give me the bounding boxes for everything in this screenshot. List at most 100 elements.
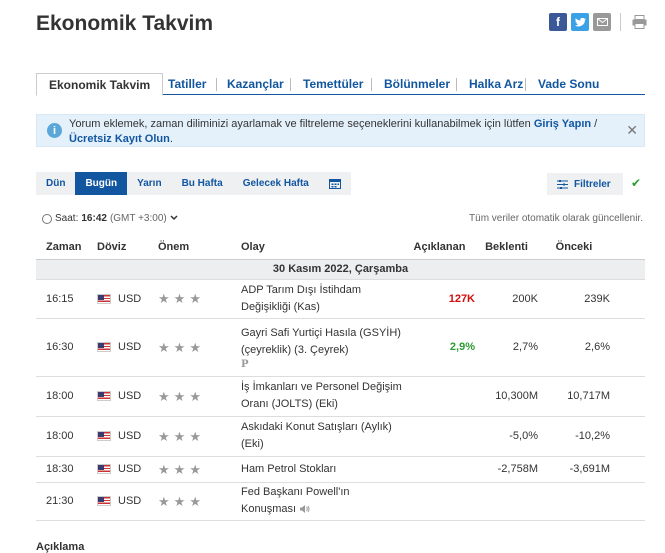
- time-cell: 16:15: [36, 279, 97, 319]
- clock-icon: [42, 213, 52, 224]
- header-currency: Döviz: [97, 235, 158, 260]
- tab-economic-calendar[interactable]: Ekonomik Takvim: [36, 73, 164, 96]
- event-link[interactable]: Gayri Safi Yurtiçi Hasıla (GSYİH) (çeyre…: [241, 326, 401, 356]
- chevron-down-icon[interactable]: [170, 213, 178, 224]
- tab-holidays[interactable]: Tatiller: [168, 77, 207, 91]
- star-icon: ★: [158, 461, 170, 477]
- login-link[interactable]: Giriş Yapın: [533, 118, 592, 130]
- tab-divider: [456, 78, 457, 91]
- star-icon: ★: [158, 388, 170, 404]
- header-time: Zaman: [36, 235, 97, 260]
- twitter-icon[interactable]: [571, 13, 589, 31]
- event-link[interactable]: Fed Başkanı Powell'ın Konuşması: [241, 486, 350, 515]
- currency-cell: USD: [118, 292, 142, 305]
- time-label: Saat:: [55, 213, 79, 224]
- header-importance: Önem: [158, 235, 241, 260]
- us-flag-icon: [97, 464, 111, 474]
- star-icon: ★: [158, 339, 170, 355]
- table-row[interactable]: 18:30 USD ★ ★ ★ Ham Petrol Stokları -2,758…: [36, 456, 645, 483]
- header-forecast: Beklenti: [475, 235, 538, 260]
- currency-cell: USD: [118, 390, 142, 402]
- filters-button[interactable]: Filtreler: [547, 173, 623, 195]
- us-flag-icon: [97, 293, 111, 304]
- table-row[interactable]: 18:00 USD ★ ★ ★ Askıdaki Konut Satışları (…: [36, 416, 645, 457]
- filter-icon: [557, 179, 568, 189]
- tab-dividends[interactable]: Temettüler: [303, 77, 364, 91]
- star-icon: ★: [189, 428, 201, 444]
- timezone-selector[interactable]: Saat: 16:42 (GMT +3:00): [42, 213, 178, 224]
- actual-cell: 2,9%: [404, 318, 475, 377]
- facebook-icon[interactable]: f: [549, 13, 567, 31]
- date-tab-yesterday[interactable]: Dün: [46, 178, 66, 189]
- currency-cell: USD: [118, 341, 142, 353]
- forecast-cell: [475, 482, 538, 521]
- star-icon: ★: [189, 493, 201, 509]
- star-icon: ★: [158, 291, 170, 306]
- notice-end: .: [169, 133, 173, 145]
- event-link[interactable]: İş İmkanları ve Personel Değişim Oranı (…: [241, 381, 402, 410]
- close-icon[interactable]: ✕: [626, 122, 638, 138]
- tab-expiration[interactable]: Vade Sonu: [538, 77, 600, 91]
- previous-cell: -3,691M: [538, 456, 645, 483]
- time-cell: 18:00: [36, 416, 97, 457]
- event-link[interactable]: Ham Petrol Stokları: [241, 462, 337, 475]
- table-header-row: Zaman Döviz Önem Olay Açıklanan Beklenti…: [36, 235, 645, 260]
- importance-stars: ★ ★ ★: [158, 341, 241, 354]
- table-row[interactable]: 16:15 USD ★ ★ ★ ADP Tarım Dışı İstihdam De…: [36, 279, 645, 319]
- auto-update-note: Tüm veriler otomatik olarak güncellenir.: [469, 213, 643, 224]
- currency-cell: USD: [118, 463, 142, 475]
- date-tab-today[interactable]: Bugün: [75, 172, 128, 195]
- actual-cell: [404, 376, 475, 417]
- tab-divider: [525, 78, 526, 91]
- date-tab-tomorrow[interactable]: Yarın: [137, 178, 162, 189]
- tab-divider: [216, 78, 217, 91]
- forecast-cell: 2,7%: [475, 318, 538, 377]
- table-row[interactable]: 16:30 USD ★ ★ ★ Gayri Safi Yurtiçi Hasıla …: [36, 318, 645, 377]
- table-row[interactable]: 18:00 USD ★ ★ ★ İş İmkanları ve Personel D…: [36, 376, 645, 417]
- star-icon: ★: [158, 493, 170, 509]
- forecast-cell: -5,0%: [475, 416, 538, 457]
- star-icon: ★: [158, 428, 170, 444]
- print-icon[interactable]: [630, 13, 648, 31]
- date-tab-next-week[interactable]: Gelecek Hafta: [242, 178, 309, 189]
- tab-splits[interactable]: Bölünmeler: [384, 77, 451, 91]
- email-icon[interactable]: [593, 13, 611, 31]
- table-row[interactable]: 21:30 USD ★ ★ ★ Fed Başkanı Powell'ın Konu…: [36, 482, 645, 521]
- time-cell: 21:30: [36, 482, 97, 521]
- filters-label: Filtreler: [574, 178, 611, 190]
- event-link[interactable]: Askıdaki Konut Satışları (Aylık) (Eki): [241, 421, 392, 450]
- star-icon: ★: [189, 339, 201, 355]
- notice-message: Yorum eklemek, zaman diliminizi ayarlama…: [69, 118, 534, 130]
- previous-cell: 10,717M: [538, 376, 645, 417]
- star-icon: ★: [173, 339, 186, 355]
- header-actual: Açıklanan: [404, 235, 475, 260]
- login-notice: i Yorum eklemek, zaman diliminizi ayarla…: [36, 114, 645, 147]
- tab-earnings[interactable]: Kazançlar: [227, 77, 284, 91]
- star-icon: ★: [189, 388, 201, 404]
- previous-cell: 239K: [538, 279, 645, 319]
- legend-heading: Açıklama: [36, 541, 85, 553]
- importance-stars: ★ ★ ★: [158, 292, 241, 305]
- star-icon: ★: [173, 428, 186, 444]
- us-flag-icon: [97, 431, 111, 441]
- forecast-cell: 10,300M: [475, 376, 538, 417]
- star-icon: ★: [189, 291, 201, 306]
- event-link[interactable]: ADP Tarım Dışı İstihdam Değişikliği (Kas…: [241, 283, 362, 313]
- star-icon: ★: [189, 461, 201, 477]
- date-row: 30 Kasım 2022, Çarşamba: [36, 259, 645, 280]
- tab-divider: [371, 78, 372, 91]
- date-range-tabs: Dün Bugün Yarın Bu Hafta Gelecek Hafta: [36, 172, 351, 195]
- star-icon: ★: [173, 388, 186, 404]
- tab-ipo[interactable]: Halka Arz: [469, 77, 524, 91]
- register-link[interactable]: Ücretsiz Kayıt Olun: [69, 133, 170, 145]
- header-event: Olay: [241, 235, 404, 260]
- actual-cell: [404, 482, 475, 521]
- share-bar: f: [549, 13, 648, 31]
- actual-cell: 127K: [404, 279, 475, 319]
- actual-cell: [404, 456, 475, 483]
- time-cell: 16:30: [36, 318, 97, 377]
- calendar-icon[interactable]: [319, 172, 351, 195]
- date-tab-this-week[interactable]: Bu Hafta: [181, 178, 223, 189]
- currency-cell: USD: [118, 495, 142, 507]
- importance-stars: ★ ★ ★: [158, 430, 241, 443]
